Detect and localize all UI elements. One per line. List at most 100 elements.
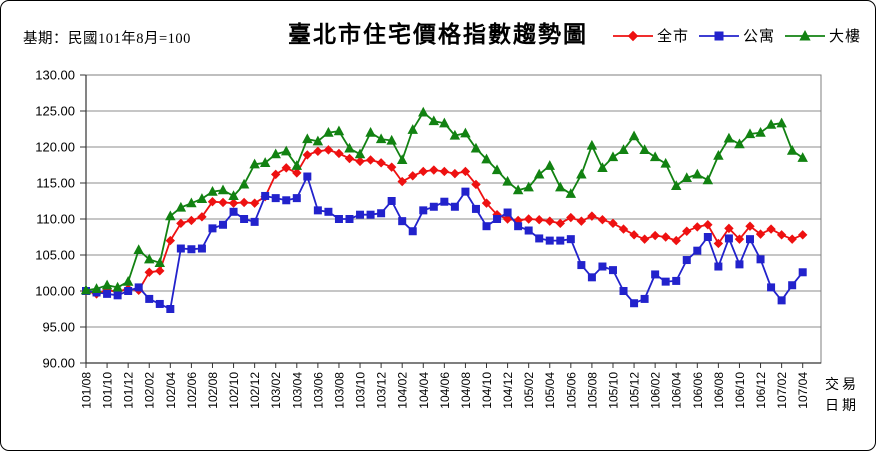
x-tick-label: 102/12 bbox=[248, 372, 262, 409]
series-marker-大樓 bbox=[228, 190, 239, 201]
series-marker-公寓 bbox=[630, 299, 639, 308]
series-marker-公寓 bbox=[703, 233, 712, 241]
series-marker-大樓 bbox=[533, 168, 545, 179]
series-marker-大樓 bbox=[144, 253, 155, 264]
series-marker-全市 bbox=[587, 211, 597, 221]
x-tick-label: 103/04 bbox=[290, 372, 304, 409]
series-marker-全市 bbox=[313, 146, 323, 157]
series-marker-公寓 bbox=[693, 246, 702, 255]
x-axis-title-line1: 交易 bbox=[825, 378, 859, 393]
series-marker-全市 bbox=[218, 197, 228, 208]
series-marker-全市 bbox=[334, 148, 344, 159]
series-marker-大樓 bbox=[755, 126, 766, 137]
series-marker-全市 bbox=[397, 176, 407, 187]
series-marker-公寓 bbox=[514, 222, 523, 231]
series-marker-公寓 bbox=[429, 202, 438, 211]
series-marker-公寓 bbox=[767, 283, 776, 292]
series-marker-大樓 bbox=[681, 172, 692, 183]
series-marker-公寓 bbox=[313, 206, 322, 215]
x-tick-label: 105/02 bbox=[522, 372, 536, 409]
x-tick-label: 106/10 bbox=[733, 372, 747, 409]
series-marker-大樓 bbox=[460, 127, 471, 138]
series-marker-全市 bbox=[745, 221, 755, 231]
series-marker-全市 bbox=[197, 212, 207, 222]
legend-diamond-icon bbox=[612, 30, 653, 41]
x-tick-label: 106/08 bbox=[712, 372, 726, 409]
series-marker-全市 bbox=[429, 165, 439, 175]
series-marker-大樓 bbox=[238, 178, 250, 189]
series-marker-全市 bbox=[618, 224, 629, 234]
series-marker-大樓 bbox=[249, 158, 260, 169]
series-marker-大樓 bbox=[491, 164, 503, 175]
series-marker-公寓 bbox=[756, 255, 765, 264]
series-marker-大樓 bbox=[291, 160, 303, 170]
series-marker-公寓 bbox=[345, 215, 354, 223]
series-marker-大樓 bbox=[428, 115, 440, 126]
series-marker-公寓 bbox=[113, 291, 122, 300]
series-marker-大樓 bbox=[323, 126, 334, 137]
series-marker-公寓 bbox=[271, 194, 280, 203]
series-marker-全市 bbox=[787, 234, 797, 244]
series-marker-大樓 bbox=[565, 188, 577, 198]
x-tick-label: 105/06 bbox=[564, 372, 578, 409]
series-marker-全市 bbox=[766, 224, 776, 234]
series-marker-全市 bbox=[155, 266, 165, 276]
series-marker-大樓 bbox=[776, 117, 787, 128]
series-marker-全市 bbox=[344, 153, 355, 164]
series-marker-大樓 bbox=[512, 184, 524, 195]
series-marker-大樓 bbox=[639, 144, 650, 154]
series-marker-大樓 bbox=[154, 257, 166, 268]
series-marker-公寓 bbox=[419, 206, 428, 215]
series-marker-大樓 bbox=[270, 148, 281, 159]
series-marker-大樓 bbox=[186, 197, 197, 208]
series-marker-大樓 bbox=[555, 181, 566, 192]
x-tick-label: 105/10 bbox=[606, 372, 620, 409]
series-marker-大樓 bbox=[365, 126, 376, 137]
series-marker-大樓 bbox=[765, 119, 777, 129]
series-marker-全市 bbox=[439, 166, 450, 177]
series-marker-全市 bbox=[460, 166, 471, 177]
series-marker-公寓 bbox=[746, 235, 755, 244]
x-tick-label: 102/06 bbox=[185, 372, 199, 409]
series-marker-大樓 bbox=[312, 135, 324, 146]
series-marker-全市 bbox=[555, 218, 565, 229]
series-marker-大樓 bbox=[281, 145, 292, 156]
series-marker-公寓 bbox=[608, 266, 617, 275]
series-marker-公寓 bbox=[398, 217, 407, 226]
y-tick-label: 90.00 bbox=[42, 356, 75, 371]
series-marker-公寓 bbox=[640, 294, 649, 303]
series-marker-公寓 bbox=[619, 287, 628, 295]
series-marker-大樓 bbox=[418, 106, 429, 117]
series-marker-全市 bbox=[502, 214, 513, 224]
series-marker-大樓 bbox=[628, 130, 640, 141]
series-marker-公寓 bbox=[408, 227, 417, 236]
series-marker-全市 bbox=[292, 168, 302, 178]
series-marker-公寓 bbox=[672, 276, 681, 285]
series-marker-全市 bbox=[281, 163, 291, 173]
series-marker-全市 bbox=[450, 168, 460, 179]
series-marker-大樓 bbox=[101, 279, 113, 290]
series-marker-大樓 bbox=[375, 133, 387, 144]
series-marker-公寓 bbox=[387, 197, 396, 205]
series-marker-全市 bbox=[692, 222, 703, 232]
series-marker-公寓 bbox=[566, 235, 575, 244]
series-marker-全市 bbox=[408, 171, 418, 181]
series-marker-公寓 bbox=[461, 187, 470, 196]
series-marker-公寓 bbox=[324, 207, 333, 216]
series-marker-公寓 bbox=[598, 262, 607, 271]
series-marker-公寓 bbox=[450, 202, 459, 211]
series-marker-公寓 bbox=[545, 236, 554, 245]
series-marker-大樓 bbox=[481, 153, 492, 164]
series-marker-全市 bbox=[523, 214, 534, 224]
series-marker-公寓 bbox=[661, 277, 670, 286]
series-marker-全市 bbox=[797, 230, 808, 240]
series-marker-公寓 bbox=[503, 208, 512, 217]
series-marker-全市 bbox=[703, 220, 713, 230]
series-marker-公寓 bbox=[219, 220, 228, 229]
series-marker-大樓 bbox=[133, 244, 144, 255]
x-tick-label: 102/10 bbox=[227, 372, 241, 409]
legend-item-大樓: 大樓 bbox=[784, 25, 861, 46]
series-marker-公寓 bbox=[682, 256, 691, 265]
series-marker-大樓 bbox=[597, 162, 608, 172]
y-tick-label: 115.00 bbox=[36, 176, 75, 191]
